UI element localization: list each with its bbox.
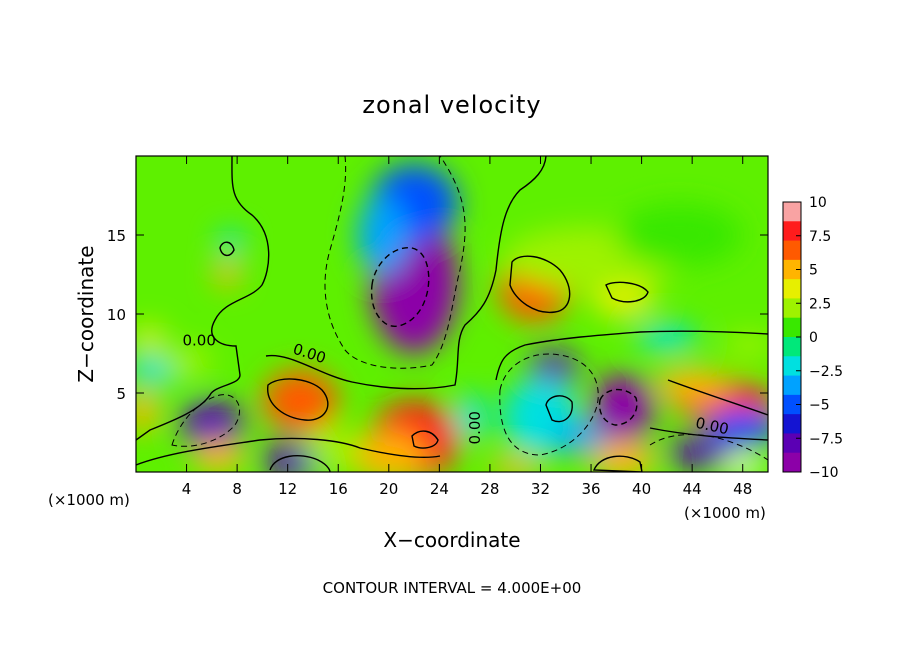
colorbar-swatch-9 [783, 375, 801, 396]
field-feature-34 [553, 421, 604, 454]
colorbar-swatch-2 [783, 240, 801, 261]
chart-title: zonal velocity [362, 91, 541, 119]
neg-contour-f [219, 241, 235, 257]
x-unit-right: (×1000 m) [684, 504, 766, 522]
x-tick-label-8: 36 [581, 480, 600, 498]
field-feature-9 [350, 432, 427, 472]
colorbar-label-0: 10 [809, 195, 827, 211]
x-tick-label-1: 8 [232, 480, 242, 498]
colorbar-swatch-7 [783, 337, 801, 357]
field-feature-29 [489, 457, 541, 472]
field-feature-15 [136, 391, 158, 433]
colorbar-label-1: 7.5 [809, 229, 831, 245]
colorbar-swatch-1 [783, 221, 801, 242]
x-tick-label-7: 32 [531, 480, 550, 498]
field-feature-26 [591, 440, 655, 472]
colorbar-swatch-13 [783, 452, 801, 473]
field-feature-6 [616, 203, 743, 267]
colorbar-label-6: −5 [809, 398, 830, 414]
field-feature-16 [136, 325, 164, 351]
pos-contour-b [605, 281, 649, 303]
neg-contour-dashed-core [370, 247, 430, 327]
contour-lines [136, 156, 768, 472]
neg-contour-dashed-mid [499, 353, 599, 456]
contour-label-0: 0.00 [182, 332, 215, 350]
colorbar-swatch-6 [783, 317, 801, 338]
field-feature-32 [635, 325, 699, 351]
zero-contour-right [495, 330, 768, 381]
field-feature-10 [180, 399, 244, 450]
x-unit-left: (×1000 m) [48, 491, 130, 509]
x-axis-label: X−coordinate [383, 528, 520, 552]
plot-area: 0.00 0.000.00 0.00 [136, 156, 768, 472]
zero-contour-low [136, 437, 441, 466]
field-feature-23 [654, 369, 731, 401]
colorbar-label-7: −7.5 [809, 431, 843, 447]
x-tick-label-0: 4 [182, 480, 192, 498]
y-tick-label-2: 15 [107, 227, 126, 245]
field-feature-28 [666, 437, 731, 469]
x-tick-labels: 4 8 12 16 20 24 28 32 36 40 44 48 [182, 480, 752, 498]
field-feature-2 [357, 195, 408, 275]
y-tick-label-0: 5 [116, 385, 126, 403]
x-tick-label-3: 16 [329, 480, 348, 498]
contour-lower-left-blob [269, 454, 331, 472]
colorbar-swatch-12 [783, 433, 801, 454]
x-tick-label-6: 28 [480, 480, 499, 498]
x-tick-label-10: 44 [683, 480, 702, 498]
field-feature-13 [214, 261, 240, 288]
colorbar-label-8: −10 [809, 465, 839, 481]
zero-contour-mid [265, 156, 547, 390]
zero-contour-upper [136, 156, 270, 441]
pos-contour-d [411, 430, 439, 449]
colorbar-labels: 10 7.5 5 2.5 0 −2.5 −5 −7.5 −10 [809, 195, 843, 481]
field-feature-33 [723, 332, 768, 359]
field-feature-19 [591, 374, 655, 444]
axis-ticks [136, 156, 768, 472]
colorbar [782, 201, 802, 473]
field-feature-18 [161, 345, 212, 378]
field-feature-7 [262, 369, 339, 433]
pos-contour-a [509, 255, 571, 314]
pos-contour-c [267, 378, 329, 421]
x-tick-label-4: 20 [379, 480, 398, 498]
x-tick-label-9: 40 [632, 480, 651, 498]
neg-contour-dashed-bottom [649, 434, 768, 461]
contour-top-right-band [667, 379, 768, 416]
neg-contour-dashed-left [171, 394, 240, 447]
colorbar-swatch-8 [783, 356, 801, 377]
colorbar-swatch-0 [783, 202, 801, 222]
colorbar-label-3: 2.5 [809, 296, 831, 312]
colorbar-label-5: −2.5 [809, 364, 843, 380]
colorbar-label-2: 5 [809, 263, 818, 279]
pos-contour-g [592, 455, 643, 472]
x-tick-label-5: 24 [430, 480, 449, 498]
colorbar-swatch-3 [783, 259, 801, 280]
x-tick-label-2: 12 [278, 480, 297, 498]
contour-interval-note: CONTOUR INTERVAL = 4.000E+00 [323, 579, 582, 597]
neg-contour-dashed-right [598, 388, 638, 426]
field-feature-11 [192, 440, 244, 472]
neg-contour-dashed-top [324, 156, 466, 369]
contour-label-2: 0.00 [466, 411, 484, 444]
field-feature-30 [455, 393, 487, 441]
colorbar-swatch-11 [783, 414, 801, 434]
y-tick-labels: 5 10 15 [107, 227, 126, 403]
field-feature-31 [306, 424, 358, 472]
y-axis-label: Z−coordinate [74, 245, 98, 382]
x-tick-label-11: 48 [733, 480, 752, 498]
y-tick-label-1: 10 [107, 306, 126, 324]
neg-contour-e [545, 395, 573, 423]
colorbar-swatch-10 [783, 394, 801, 415]
colorbar-swatch-5 [783, 298, 801, 319]
colorbar-label-4: 0 [809, 330, 818, 346]
colorbar-swatch-4 [783, 279, 801, 299]
